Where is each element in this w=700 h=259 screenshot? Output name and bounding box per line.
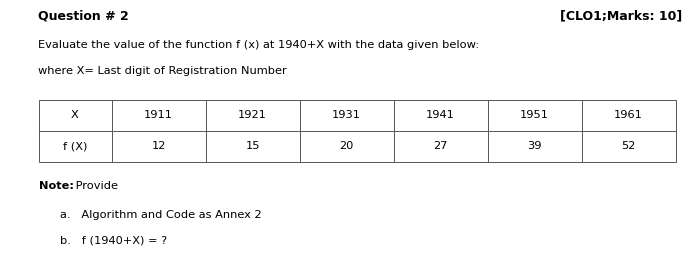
Text: 20: 20 [340, 141, 354, 151]
Text: X: X [71, 110, 79, 120]
Text: 1911: 1911 [144, 110, 173, 120]
Text: f (X): f (X) [63, 141, 88, 151]
Text: b.   f (1940+X) = ?: b. f (1940+X) = ? [60, 236, 167, 246]
Text: Question # 2: Question # 2 [38, 9, 130, 22]
Text: Note:: Note: [38, 181, 74, 191]
Text: Evaluate the value of the function f (x) at 1940+X with the data given below:: Evaluate the value of the function f (x)… [38, 40, 480, 50]
Text: where X= Last digit of Registration Number: where X= Last digit of Registration Numb… [38, 66, 287, 76]
Text: 1961: 1961 [614, 110, 643, 120]
Text: 27: 27 [433, 141, 448, 151]
Text: 1921: 1921 [238, 110, 267, 120]
Text: 1931: 1931 [332, 110, 361, 120]
Text: 1951: 1951 [520, 110, 549, 120]
Bar [38, 100, 676, 162]
Text: 39: 39 [527, 141, 542, 151]
Text: 12: 12 [151, 141, 166, 151]
Text: Provide: Provide [72, 181, 118, 191]
Text: 15: 15 [245, 141, 260, 151]
Text: 1941: 1941 [426, 110, 455, 120]
Text: [CLO1;Marks: 10]: [CLO1;Marks: 10] [560, 9, 682, 22]
Text: 52: 52 [622, 141, 636, 151]
Text: a.   Algorithm and Code as Annex 2: a. Algorithm and Code as Annex 2 [60, 210, 261, 220]
